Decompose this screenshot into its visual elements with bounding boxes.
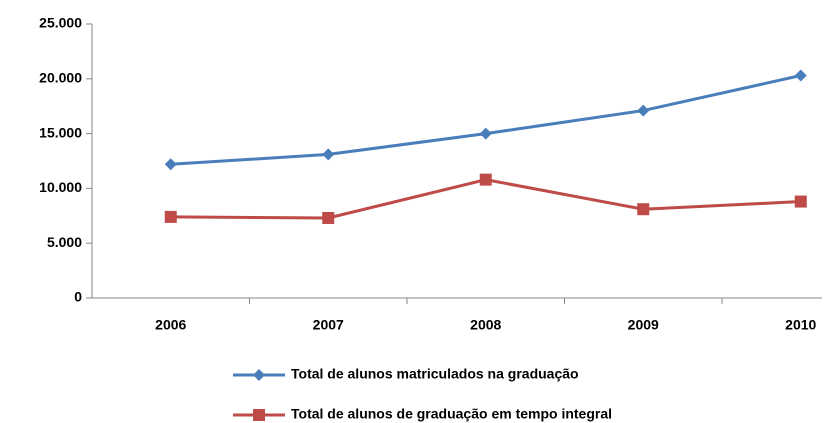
marker bbox=[322, 148, 335, 161]
marker bbox=[479, 127, 492, 140]
legend-label: Total de alunos matriculados na graduaçã… bbox=[291, 366, 579, 382]
x-tick-label: 2010 bbox=[785, 317, 816, 333]
y-tick-label: 25.000 bbox=[39, 15, 82, 31]
marker bbox=[253, 369, 265, 381]
x-tick-label: 2007 bbox=[313, 317, 344, 333]
x-tick-label: 2006 bbox=[155, 317, 186, 333]
y-tick-label: 15.000 bbox=[39, 124, 82, 140]
y-tick-label: 5.000 bbox=[47, 234, 82, 250]
marker bbox=[794, 195, 807, 208]
marker bbox=[637, 104, 650, 117]
y-tick-label: 10.000 bbox=[39, 179, 82, 195]
marker bbox=[322, 211, 335, 224]
marker bbox=[164, 158, 177, 171]
marker bbox=[637, 203, 650, 216]
x-tick-label: 2009 bbox=[628, 317, 659, 333]
y-tick-label: 0 bbox=[74, 289, 82, 305]
marker bbox=[479, 173, 492, 186]
y-tick-label: 20.000 bbox=[39, 70, 82, 86]
marker bbox=[253, 409, 265, 421]
marker bbox=[164, 210, 177, 223]
marker bbox=[794, 69, 807, 82]
series-line bbox=[170, 74, 802, 166]
x-tick-label: 2008 bbox=[470, 317, 501, 333]
legend-label: Total de alunos de graduação em tempo in… bbox=[291, 406, 612, 422]
